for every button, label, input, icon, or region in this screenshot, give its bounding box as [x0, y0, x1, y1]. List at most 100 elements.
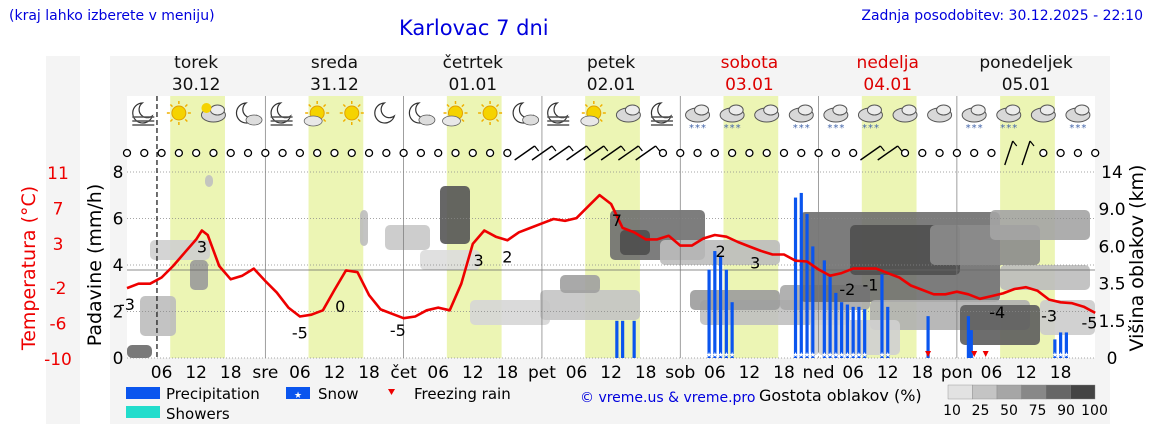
- x-tick-label: 12: [185, 363, 207, 383]
- cloud-shape: [522, 114, 540, 126]
- calm-wind-marker: [693, 148, 702, 158]
- snowflake-glyph: *: [799, 123, 804, 134]
- cloud-density-patch: [810, 320, 900, 355]
- snow-marker: ★: [706, 351, 712, 359]
- wind-barb: [635, 145, 657, 161]
- precipitation-bar: [793, 197, 798, 358]
- calm-wind-marker: [814, 148, 823, 158]
- cloud-shape: [209, 104, 225, 116]
- sun-ray: [481, 103, 485, 108]
- calm-wind-marker: [209, 148, 218, 158]
- cloud-density-patch: [385, 225, 430, 250]
- legend-freezing-rain-label: Freezing rain: [414, 385, 511, 403]
- sun-ray: [342, 103, 346, 108]
- calm-wind-marker: [382, 148, 391, 158]
- calm-wind-marker: [347, 148, 356, 158]
- sun-ray: [599, 118, 603, 123]
- cloud-density-patch: [990, 210, 1090, 240]
- moon-cloud-icon: [235, 102, 263, 126]
- temperature-tick: 11: [47, 164, 69, 184]
- snow-marker: ★: [810, 351, 816, 359]
- calm-wind-marker: [935, 148, 944, 158]
- sun-ray: [169, 103, 174, 108]
- precipitation-bar: [632, 320, 636, 358]
- cloud-density-patch: [560, 275, 600, 293]
- calm-wind-marker: [157, 148, 166, 158]
- cloud-shape: [1039, 104, 1055, 116]
- sun-ray: [323, 118, 327, 123]
- fog-moon-icon: [650, 102, 673, 126]
- calm-wind-marker: [900, 148, 910, 158]
- day-date: 05.01: [1002, 75, 1051, 95]
- precipitation-axis-label: Padavine (mm/h): [84, 184, 106, 347]
- precipitation-bar: [1064, 332, 1068, 358]
- calm-wind-marker: [399, 148, 408, 158]
- freezing-rain-marker: [971, 351, 978, 357]
- temperature-value-label: 3: [197, 238, 207, 257]
- snow-marker: ★: [729, 351, 735, 359]
- snow-marker: ★: [885, 351, 891, 359]
- precipitation-bar: [886, 306, 890, 358]
- page-title: Karlovac 7 dni: [399, 16, 549, 40]
- snow-marker: ★: [838, 351, 844, 359]
- snow-marker: ★: [723, 351, 729, 359]
- sunny-icon: [166, 101, 191, 125]
- precipitation-bar: [851, 306, 855, 358]
- cloud-density-patch: [1040, 300, 1095, 335]
- calm-wind-marker: [261, 148, 270, 158]
- day-date: 02.01: [587, 75, 636, 95]
- day-name: sreda: [311, 53, 358, 73]
- precipitation-bar: [966, 316, 971, 358]
- snowflake-glyph: *: [736, 123, 741, 134]
- snow-marker: ★: [862, 351, 868, 359]
- calm-wind-marker: [364, 148, 374, 158]
- sun-ray: [169, 118, 174, 123]
- calm-wind-marker: [987, 148, 996, 158]
- cloud-density-patch: [470, 300, 550, 325]
- snowflake-glyph: *: [874, 123, 879, 134]
- legend-freezing-rain-marker: [388, 389, 395, 395]
- cloud-density-patch: [440, 186, 470, 244]
- snowflake-glyph: *: [978, 123, 983, 134]
- location-hint: (kraj lahko izberete v meniju): [9, 8, 215, 24]
- sun-ray: [357, 118, 361, 123]
- cloud-shape: [245, 114, 263, 126]
- snowflake-glyph: *: [862, 123, 867, 134]
- cloud-density-patch: [150, 240, 210, 260]
- x-tick-label: 06: [566, 363, 588, 383]
- moon-cloud-icon: [408, 102, 436, 126]
- cloud-density-patch: [690, 290, 780, 310]
- snow-cloud-icon: * * *: [823, 104, 849, 134]
- calm-wind-marker: [243, 148, 253, 158]
- wind-barb-flag: [1029, 140, 1035, 147]
- precipitation-bar: [1059, 332, 1063, 358]
- temperature-tick: 7: [53, 199, 64, 219]
- cloud-density-swatch: [1070, 384, 1096, 400]
- calm-wind-marker: [485, 148, 495, 158]
- cloud-density-scale-label: 75: [1029, 403, 1047, 419]
- snow-marker: ★: [879, 351, 885, 359]
- x-tick-label: 06: [289, 363, 311, 383]
- snowflake-glyph: *: [1075, 123, 1080, 134]
- snow-cloud-icon: * * *: [996, 104, 1022, 134]
- calm-wind-marker: [710, 148, 719, 158]
- cloud-density-scale-label: 10: [943, 403, 961, 419]
- cloud-density-scale-label: 50: [1000, 403, 1018, 419]
- wind-barb-flag: [551, 145, 557, 152]
- snowflake-glyph: *: [833, 123, 838, 134]
- legend-snow-label: Snow: [318, 385, 358, 403]
- legend-precipitation-label: Precipitation: [166, 385, 260, 403]
- wind-barb-flag: [637, 145, 643, 152]
- daylight-band: [170, 96, 225, 358]
- temperature-value-label: 3: [750, 253, 760, 272]
- sun-shape: [171, 105, 187, 121]
- x-tick-label: 12: [877, 363, 899, 383]
- cloud-density-scale-label: 90: [1057, 403, 1075, 419]
- precipitation-tick: 4: [113, 256, 124, 276]
- calm-wind-marker: [745, 148, 754, 158]
- x-tick-label: 18: [635, 363, 657, 383]
- temperature-value-label: -2: [839, 280, 855, 299]
- cloud-density-scale-label: 100: [1081, 403, 1108, 419]
- sun-ray: [495, 118, 500, 123]
